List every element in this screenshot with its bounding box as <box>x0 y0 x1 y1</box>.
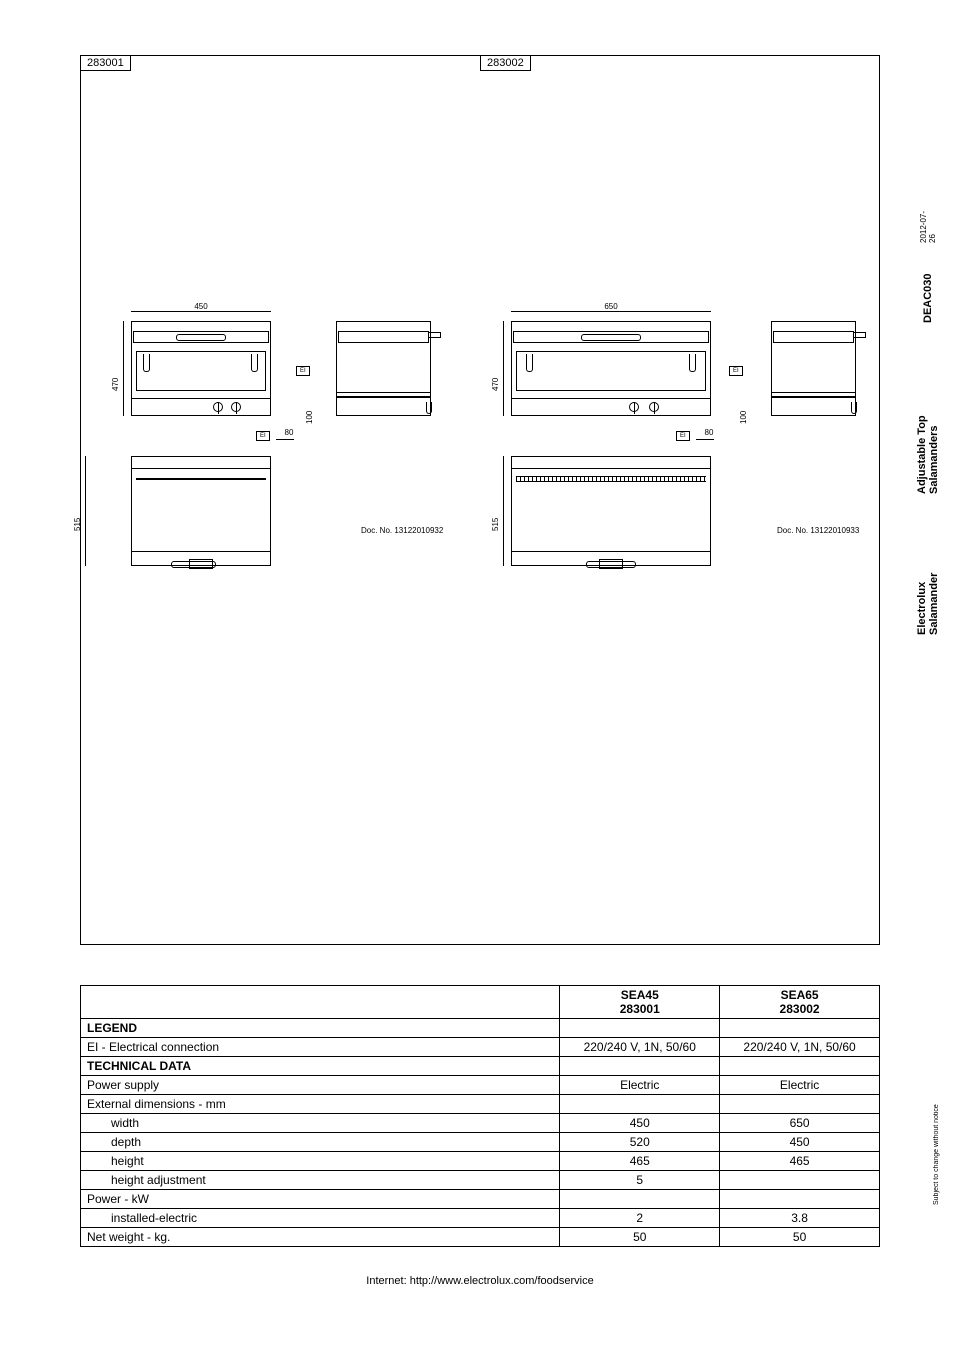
spec-row-label: width <box>81 1114 560 1133</box>
ei-label: EI <box>729 366 743 376</box>
col2-name: SEA65 <box>781 988 819 1002</box>
dim-depth-515: 515 <box>491 491 500 531</box>
spec-table: SEA45 283001 SEA65 283002 LEGEND EI - El… <box>80 985 880 1247</box>
spec-row-v2: Electric <box>720 1076 880 1095</box>
spec-row-label: Power - kW <box>81 1190 560 1209</box>
side-product: Adjustable Top Salamanders <box>916 353 940 494</box>
model-code-left: 283001 <box>80 55 131 71</box>
ei-label: EI <box>676 431 690 441</box>
dim-height-470: 470 <box>111 351 120 391</box>
spec-row-v2: 650 <box>720 1114 880 1133</box>
ei-label: EI <box>256 431 270 441</box>
dim-height-470: 470 <box>491 351 500 391</box>
spec-row-v1 <box>560 1190 720 1209</box>
spec-row-label: height <box>81 1152 560 1171</box>
spec-row-v2 <box>720 1171 880 1190</box>
spec-row-v2 <box>720 1190 880 1209</box>
knob-icon <box>231 402 241 412</box>
model-code-right: 283002 <box>480 55 531 71</box>
spec-row-label: height adjustment <box>81 1171 560 1190</box>
spec-row-v2: 450 <box>720 1133 880 1152</box>
side-date: 2012-07-26 <box>919 205 937 243</box>
dim-width-650: 650 <box>596 302 626 311</box>
legend-title: LEGEND <box>81 1019 560 1038</box>
spec-row-v1: Electric <box>560 1076 720 1095</box>
spec-row-label: depth <box>81 1133 560 1152</box>
drawing-frame: 283001 283002 450 EI 470 100 <box>80 55 880 945</box>
spec-row-label: Power supply <box>81 1076 560 1095</box>
spec-row-v2: 465 <box>720 1152 880 1171</box>
spec-row-v1: 465 <box>560 1152 720 1171</box>
spec-row-v1: 50 <box>560 1228 720 1247</box>
knob-icon <box>649 402 659 412</box>
doc-no-right: Doc. No. 13122010933 <box>777 526 859 535</box>
spec-row-v1: 450 <box>560 1114 720 1133</box>
tech-title: TECHNICAL DATA <box>81 1057 560 1076</box>
footer-link: Internet: http://www.electrolux.com/food… <box>80 1275 880 1287</box>
ei-label: EI <box>296 366 310 376</box>
col1-code: 283001 <box>620 1002 660 1016</box>
dim-depth-515: 515 <box>73 491 82 531</box>
spec-row-v2 <box>720 1095 880 1114</box>
knob-icon <box>629 402 639 412</box>
spec-row-v1 <box>560 1095 720 1114</box>
side-notice: Subject to change without notice <box>933 1104 940 1205</box>
spec-row-label: installed-electric <box>81 1209 560 1228</box>
dim-80: 80 <box>699 428 719 437</box>
legend-ei-v2: 220/240 V, 1N, 50/60 <box>720 1038 880 1057</box>
dim-80: 80 <box>279 428 299 437</box>
dim-width-450: 450 <box>186 302 216 311</box>
side-code: DEAC030 <box>922 273 934 323</box>
spec-row-v1: 520 <box>560 1133 720 1152</box>
knob-icon <box>213 402 223 412</box>
spec-row-label: Net weight - kg. <box>81 1228 560 1247</box>
spec-row-v1: 2 <box>560 1209 720 1228</box>
doc-no-left: Doc. No. 13122010932 <box>361 526 443 535</box>
spec-row-v1: 5 <box>560 1171 720 1190</box>
legend-ei-label: EI - Electrical connection <box>81 1038 560 1057</box>
spec-row-v2: 50 <box>720 1228 880 1247</box>
dim-100: 100 <box>739 394 748 424</box>
spec-row-v2: 3.8 <box>720 1209 880 1228</box>
col1-name: SEA45 <box>621 988 659 1002</box>
legend-ei-v1: 220/240 V, 1N, 50/60 <box>560 1038 720 1057</box>
col2-code: 283002 <box>780 1002 820 1016</box>
spec-row-label: External dimensions - mm <box>81 1095 560 1114</box>
side-brand: Electrolux Salamander <box>916 524 940 635</box>
dim-100: 100 <box>305 394 314 424</box>
